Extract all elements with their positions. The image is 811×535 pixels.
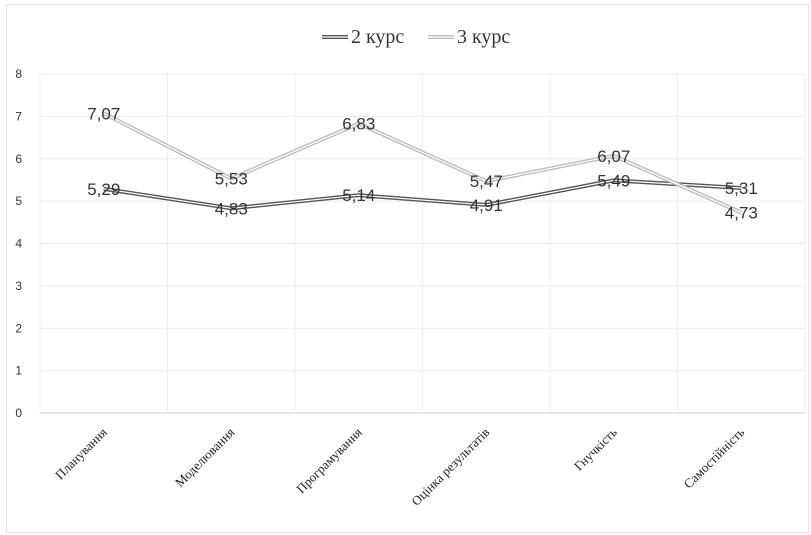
x-tick-label: Моделювання (172, 425, 237, 490)
data-label: 5,14 (342, 186, 375, 205)
data-label: 5,31 (725, 179, 758, 198)
legend-label-2: 3 курс (457, 26, 510, 48)
y-tick-label: 6 (15, 152, 22, 166)
x-tick-label: Програмування (293, 425, 365, 497)
legend-label-1: 2 курс (351, 26, 404, 48)
x-tick-label: Планування (52, 425, 110, 483)
data-label: 6,07 (597, 147, 630, 166)
series-line-core-2 (103, 112, 742, 214)
series-line-core-1 (103, 179, 742, 209)
data-label: 4,91 (470, 196, 503, 215)
x-tick-label: Самостійність (681, 424, 748, 491)
y-tick-label: 3 (15, 279, 22, 293)
data-label: 5,47 (470, 172, 503, 191)
data-label: 6,83 (342, 115, 375, 134)
data-label: 4,73 (725, 204, 758, 223)
data-label: 5,53 (215, 170, 248, 189)
y-tick-label: 2 (15, 321, 22, 335)
data-label: 4,83 (215, 199, 248, 218)
y-tick-label: 8 (15, 67, 22, 81)
chart-frame (6, 4, 809, 533)
y-tick-label: 1 (15, 364, 22, 378)
y-tick-label: 5 (15, 194, 22, 208)
y-tick-label: 7 (15, 109, 22, 123)
x-tick-label: Оцінка результатів (408, 425, 492, 509)
y-tick-label: 0 (15, 406, 22, 420)
x-tick-label: Гнучкість (571, 424, 620, 473)
data-label: 7,07 (87, 104, 120, 123)
data-label: 5,29 (87, 180, 120, 199)
y-tick-label: 4 (15, 237, 22, 251)
data-label: 5,49 (597, 171, 630, 190)
